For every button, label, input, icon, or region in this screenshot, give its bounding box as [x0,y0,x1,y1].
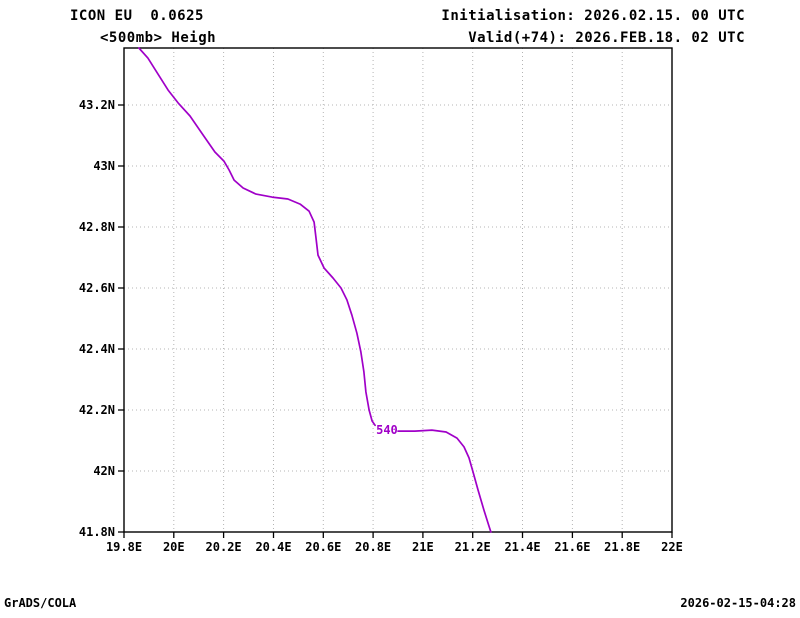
x-tick-label: 20.6E [305,540,341,554]
x-tick-label: 20.4E [255,540,291,554]
x-tick-label: 20.2E [206,540,242,554]
grads-credit: GrADS/COLA [4,596,77,610]
contour-line [397,429,492,533]
x-tick-label: 20.8E [355,540,391,554]
x-tick-label: 20E [163,540,185,554]
x-tick-label: 21E [412,540,434,554]
y-tick-label: 42N [93,464,115,478]
y-tick-label: 42.8N [79,220,115,234]
y-tick-label: 41.8N [79,525,115,539]
contour-label: 540 [376,423,398,437]
x-tick-label: 21.4E [504,540,540,554]
x-tick-label: 22E [661,540,683,554]
x-tick-label: 21.2E [455,540,491,554]
contour-line [138,47,376,427]
y-tick-label: 42.4N [79,342,115,356]
y-tick-label: 43.2N [79,98,115,112]
y-tick-label: 42.6N [79,281,115,295]
model-title: ICON EU 0.0625 [70,8,204,24]
creation-timestamp: 2026-02-15-04:28 [680,596,796,610]
x-tick-label: 19.8E [106,540,142,554]
initialisation-time: Initialisation: 2026.02.15. 00 UTC [441,8,745,24]
chart-svg: 19.8E 20E 20.2E 20.4E 20.6E 20.8E 21E 21.2E 21.4… [79,47,683,554]
field-title: <500mb> Heigh [100,30,217,46]
valid-time: Valid(+74): 2026.FEB.18. 02 UTC [468,30,745,46]
y-tick-label: 42.2N [79,403,115,417]
x-tick-label: 21.8E [604,540,640,554]
y-tick-label: 43N [93,159,115,173]
x-tick-label: 21.6E [554,540,590,554]
